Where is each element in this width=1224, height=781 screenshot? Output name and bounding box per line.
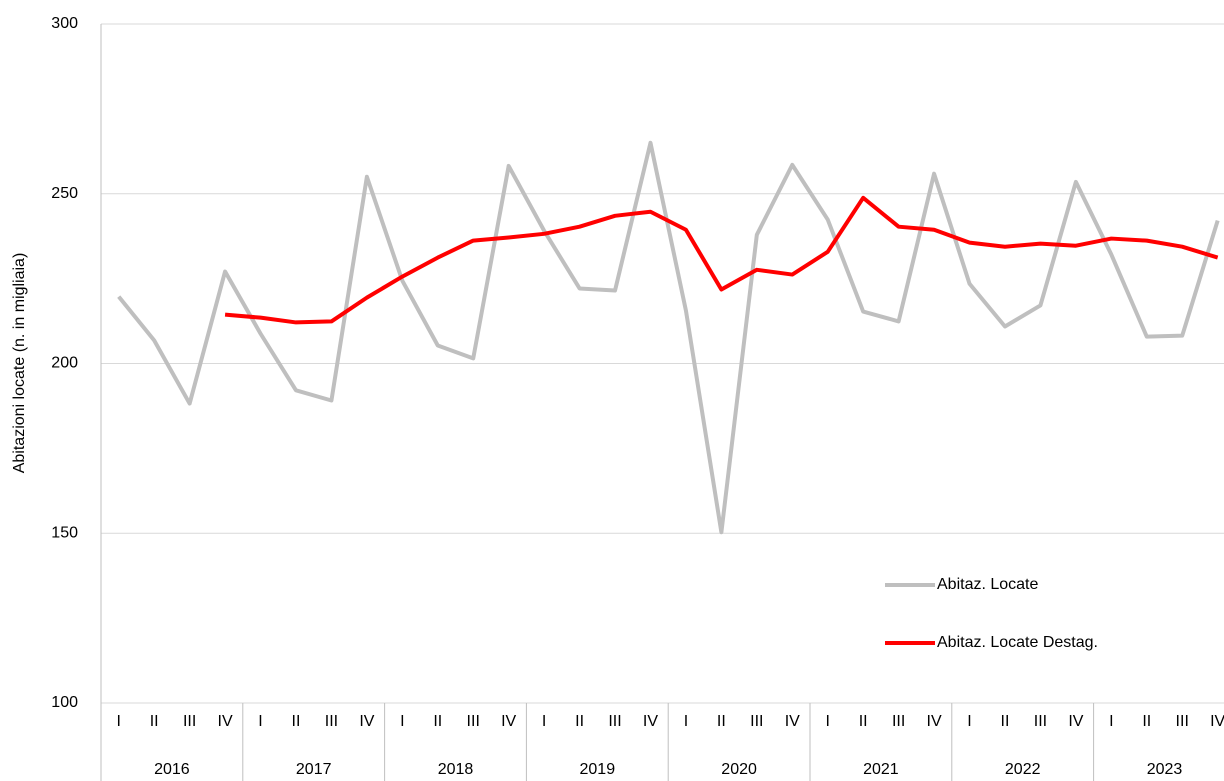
x-tick-label: I — [967, 713, 971, 730]
x-tick-label: IV — [501, 713, 516, 730]
year-label: 2016 — [154, 761, 190, 778]
year-label: 2020 — [721, 761, 757, 778]
x-tick-label: II — [859, 713, 868, 730]
year-label: 2019 — [580, 761, 616, 778]
x-tick-label: IV — [1068, 713, 1083, 730]
x-tick-label: II — [1001, 713, 1010, 730]
year-label: 2023 — [1147, 761, 1183, 778]
x-tick-label: I — [116, 713, 120, 730]
x-tick-label: IV — [218, 713, 233, 730]
x-tick-label: IV — [643, 713, 658, 730]
x-tick-label: II — [433, 713, 442, 730]
x-tick-label: II — [1142, 713, 1151, 730]
x-tick-label: IV — [1210, 713, 1224, 730]
y-axis-label: Abitazioni locate (n. in migliaia) — [11, 253, 28, 474]
x-tick-label: II — [717, 713, 726, 730]
y-tick-label: 250 — [51, 185, 78, 202]
x-tick-label: I — [400, 713, 404, 730]
x-tick-label: I — [258, 713, 262, 730]
year-label: 2018 — [438, 761, 474, 778]
x-tick-label: IV — [785, 713, 800, 730]
y-tick-label: 100 — [51, 694, 78, 711]
y-tick-label: 200 — [51, 355, 78, 372]
x-tick-label: III — [892, 713, 905, 730]
x-tick-label: IV — [927, 713, 942, 730]
year-label: 2022 — [1005, 761, 1041, 778]
x-tick-label: I — [684, 713, 688, 730]
x-tick-label: III — [1176, 713, 1189, 730]
y-tick-label: 300 — [51, 15, 78, 32]
x-tick-label: II — [150, 713, 159, 730]
x-tick-label: I — [1109, 713, 1113, 730]
y-tick-label: 150 — [51, 524, 78, 541]
x-tick-label: I — [542, 713, 546, 730]
x-tick-label: III — [608, 713, 621, 730]
legend-label: Abitaz. Locate — [937, 576, 1039, 593]
x-tick-label: III — [325, 713, 338, 730]
legend-label: Abitaz. Locate Destag. — [937, 634, 1098, 651]
series-line — [117, 140, 1220, 535]
x-tick-label: III — [467, 713, 480, 730]
x-tick-label: III — [750, 713, 763, 730]
x-tick-label: IV — [359, 713, 374, 730]
year-label: 2017 — [296, 761, 332, 778]
x-tick-label: II — [292, 713, 301, 730]
series-line — [224, 195, 1219, 325]
x-tick-label: II — [575, 713, 584, 730]
year-label: 2021 — [863, 761, 899, 778]
x-tick-label: III — [1034, 713, 1047, 730]
x-tick-label: III — [183, 713, 196, 730]
x-tick-label: I — [825, 713, 829, 730]
